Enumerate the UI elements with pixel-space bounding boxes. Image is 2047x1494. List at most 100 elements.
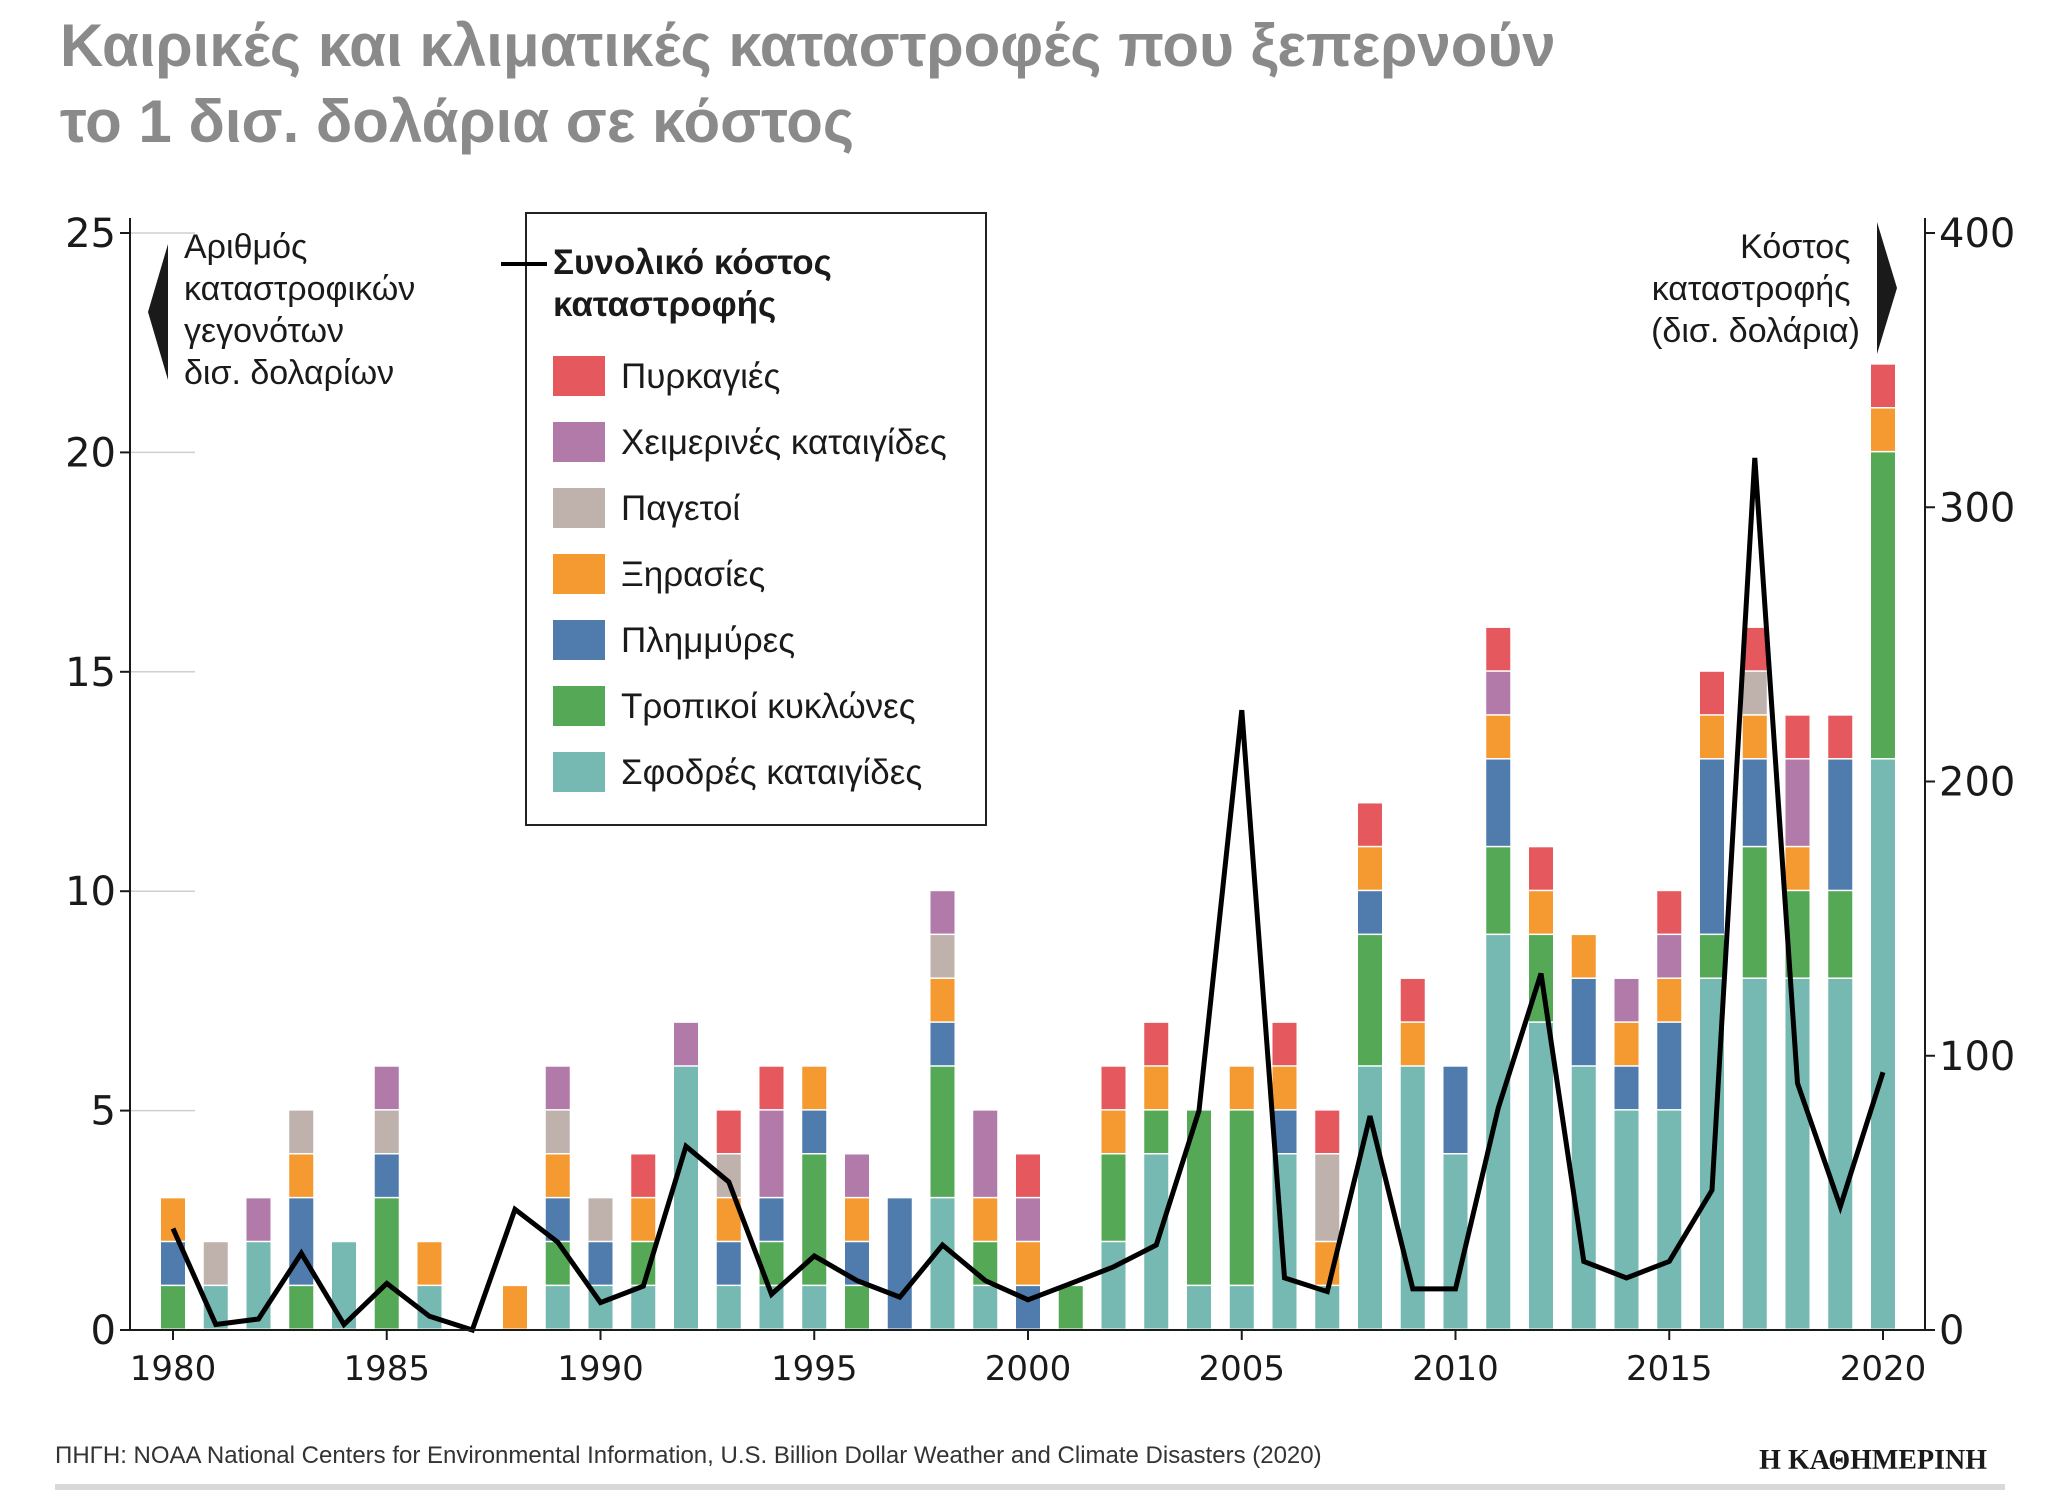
bar-segment [1571,935,1596,978]
bar-segment [1529,1022,1553,1329]
bar-segment [973,1110,998,1197]
bar-segment [1358,1066,1382,1329]
bar-segment [1700,935,1724,978]
bar-segment [545,1242,570,1285]
bar-segment [545,1066,570,1110]
bar-segment [1358,935,1382,1066]
right-tick-label: 0 [1939,1308,1964,1354]
bar-segment [930,978,955,1022]
bar-segment [1828,891,1853,978]
bar-segment [1657,1110,1682,1329]
bar-segment [1657,1022,1682,1110]
left-tick-label: 0 [91,1308,116,1354]
bar-segment [1101,1110,1126,1153]
right-tick-label: 200 [1939,760,2015,806]
bar-segment [1785,847,1810,890]
bar-segment [631,1154,656,1197]
bar-segment [930,1066,955,1197]
left-axis-arrow-icon [148,244,168,380]
source-note: ΠΗΓΗ: NOAA National Centers for Environm… [55,1442,1322,1469]
bar-segment [1315,1110,1340,1153]
x-tick-label: 1980 [130,1349,217,1389]
bar-segment [845,1198,869,1241]
bar-segment [417,1242,442,1285]
bar-segment [930,891,955,934]
bar-segment [674,1022,698,1066]
bar-segment [588,1242,613,1285]
left-axis-note-line: γεγονότων [184,312,344,350]
bar-segment [1486,715,1511,759]
bar-segment [845,1154,869,1197]
bar-segment [1229,1066,1254,1110]
left-tick-label: 5 [91,1089,116,1135]
bar-segment [930,935,955,978]
chart-title: Καιρικές και κλιματικές καταστροφές που … [60,8,1960,160]
bar-segment [1871,759,1895,1329]
bar-segment [845,1286,869,1329]
cost-line-path [170,457,1886,1334]
bar-segment [802,1066,827,1110]
bar-segment [1871,364,1895,408]
x-tick-label: 2000 [985,1349,1072,1389]
bar-segment [631,1198,656,1241]
bar-segment [1742,715,1767,759]
bar-segment [1700,759,1724,934]
bar-segment [1358,847,1382,890]
x-tick-label: 2020 [1840,1349,1927,1389]
bar-segment [1229,1286,1254,1329]
bar-segment [1443,1066,1468,1153]
bar-segment [246,1198,271,1241]
bar-segment [1785,978,1810,1329]
chart-title-line-1: Καιρικές και κλιματικές καταστροφές που … [60,12,1556,79]
legend-swatch [553,356,605,396]
bar-segment [1742,978,1767,1329]
bar-segment [1785,715,1810,759]
bar-segment [930,1022,955,1066]
bar-segment [1742,847,1767,978]
footer-divider [55,1484,2005,1490]
right-tick-label: 400 [1939,211,2015,257]
legend-label: Πλημμύρες [621,621,796,660]
bar-segment [1229,1110,1254,1285]
bar-segment [1486,627,1511,671]
bar-segment [1700,671,1724,715]
bar-segment [631,1286,656,1329]
x-tick-label: 1995 [771,1349,858,1389]
left-tick-label: 15 [65,650,116,696]
legend-label: Χειμερινές καταιγίδες [621,423,947,462]
left-tick-label: 25 [65,211,116,257]
right-axis-note-line: (δισ. δολάρια) [1651,312,1860,350]
bar-segment [716,1242,741,1285]
x-tick-label: 2015 [1626,1349,1713,1389]
bar-segment [1016,1198,1040,1241]
legend-total-cost: Συνολικό κόστος καταστροφής [501,242,832,326]
bar-segment [1614,978,1639,1022]
bar-segment [802,1110,827,1153]
bar-segment [1101,1242,1126,1329]
x-tick-label: 1990 [557,1349,644,1389]
bar-segment [1272,1022,1297,1066]
bar-segment [1871,452,1895,759]
bar-segment [1657,935,1682,978]
bar-segment [802,1286,827,1329]
legend-swatch [553,620,605,660]
bar-segment [1828,978,1853,1329]
right-tick-label: 300 [1939,485,2015,531]
left-tick-label: 10 [65,869,116,915]
bar-segment [887,1198,912,1329]
bar-segment [1486,759,1511,846]
bar-segment [1614,1110,1639,1329]
bar-segment [289,1110,314,1153]
bar-segment [1657,978,1682,1022]
bar-segment [1657,891,1682,934]
bar-segment [1486,671,1511,715]
right-axis-arrow-icon [1877,222,1897,354]
bar-segment [674,1066,698,1329]
bar-segment [1016,1286,1040,1329]
bar-segment [545,1286,570,1329]
left-tick-label: 20 [65,430,116,476]
bar-segment [1571,978,1596,1066]
legend-total-cost-label-1: Συνολικό κόστος [553,243,832,282]
total-cost-line [170,457,1886,1334]
